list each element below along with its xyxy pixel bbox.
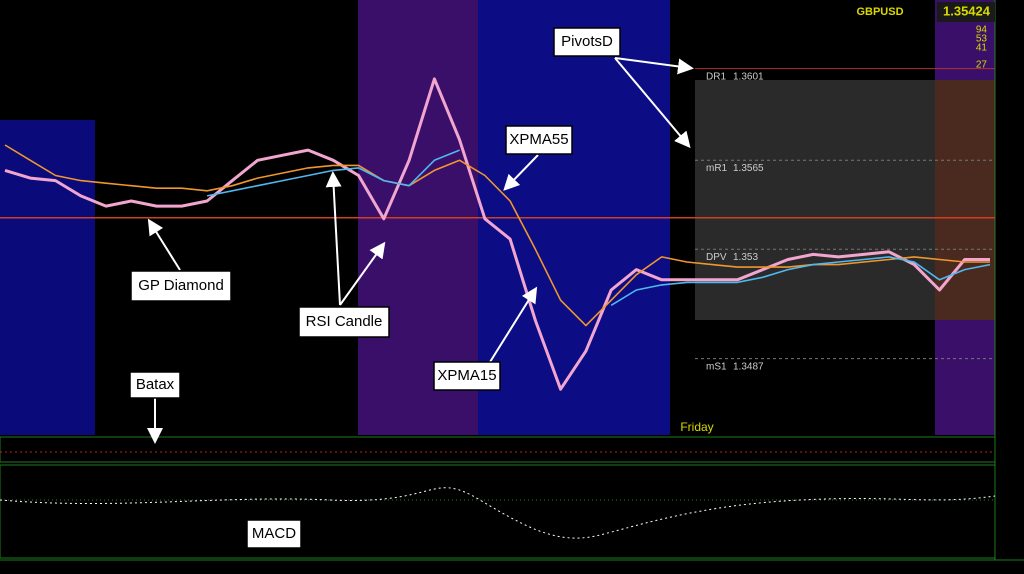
annotation: GP Diamond xyxy=(130,270,232,302)
session-label: Friday xyxy=(680,420,713,434)
pivot-value: 1.3487 xyxy=(733,361,764,372)
annotation: XPMA15 xyxy=(433,361,501,391)
symbol: GBPUSD xyxy=(856,6,903,18)
series-line xyxy=(4,144,990,327)
counter: 53 xyxy=(976,34,988,45)
price-box xyxy=(937,2,995,22)
pivot-zone xyxy=(695,80,935,320)
arrow xyxy=(339,241,386,306)
annotation-text: XPMA15 xyxy=(437,367,496,384)
series-line xyxy=(4,77,990,391)
annotation-text: Batax xyxy=(136,376,175,393)
pivot-zone xyxy=(935,80,995,320)
annotation-text: GP Diamond xyxy=(138,277,224,294)
annotation: MACD xyxy=(246,519,302,549)
annotation-text: XPMA55 xyxy=(509,131,568,148)
macd-signal xyxy=(0,487,996,539)
pivot-value: 1.3601 xyxy=(733,71,764,82)
annotation-text: RSI Candle xyxy=(306,313,383,330)
arrow xyxy=(614,57,694,75)
pivot-name: DPV xyxy=(706,252,727,263)
rsi-panel xyxy=(0,436,996,463)
pivot-value: 1.353 xyxy=(733,252,758,263)
counter: 94 xyxy=(976,25,988,36)
pivot-name: mS1 xyxy=(706,361,727,372)
annotation: RSI Candle xyxy=(298,306,390,338)
arrow xyxy=(325,171,342,306)
pivot-name: DR1 xyxy=(706,71,726,82)
annotations: PivotsD XPMA55 GP Diamond RSI Candle Bat… xyxy=(129,27,694,549)
annotation-text: PivotsD xyxy=(561,33,613,50)
annotation: XPMA55 xyxy=(505,125,573,155)
series-line xyxy=(206,149,991,306)
counter: 27 xyxy=(976,60,988,71)
arrow xyxy=(614,57,691,149)
arrow xyxy=(489,286,538,363)
arrow xyxy=(147,218,181,271)
price-axis xyxy=(995,0,1024,574)
current-price: 1.35424 xyxy=(943,3,991,18)
session-band xyxy=(0,120,95,435)
annotation: PivotsD xyxy=(553,27,621,57)
pivot-value: 1.3565 xyxy=(733,163,764,174)
annotation-text: MACD xyxy=(252,525,296,542)
pivot-name: mR1 xyxy=(706,163,728,174)
annotation: Batax xyxy=(129,371,181,399)
counter: 41 xyxy=(976,43,988,54)
arrow xyxy=(503,154,539,191)
macd-panel xyxy=(0,464,996,559)
